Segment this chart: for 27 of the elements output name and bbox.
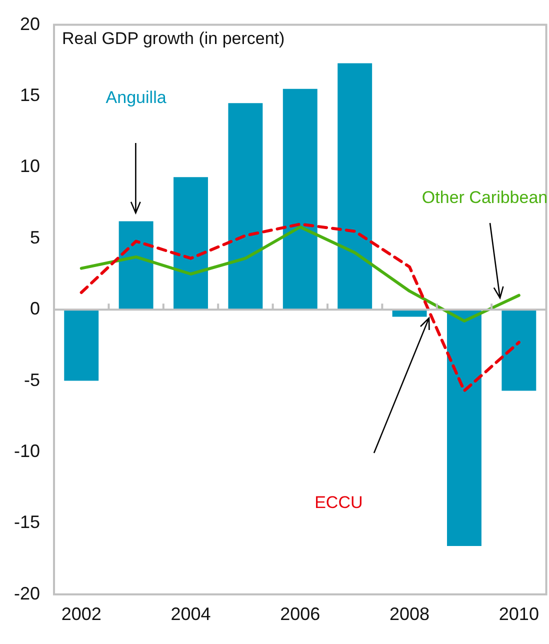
bar xyxy=(502,310,536,391)
line-series xyxy=(80,222,520,392)
text: ECCU xyxy=(314,492,363,512)
bar xyxy=(338,63,372,310)
y-tick-label: -20 xyxy=(14,583,40,604)
bar xyxy=(447,310,482,546)
y-tick-label: 5 xyxy=(30,227,40,248)
x-tick-label: 2004 xyxy=(170,604,211,624)
y-tick-label: -10 xyxy=(14,440,40,461)
x-tick-label: 2008 xyxy=(390,604,430,624)
bar xyxy=(228,103,263,310)
x-tick-label: 2010 xyxy=(498,604,539,624)
y-tick-label: 20 xyxy=(20,14,40,34)
bar xyxy=(118,221,154,310)
text: Other Caribbean xyxy=(422,188,548,208)
bar xyxy=(174,177,208,310)
y-tick-label: 15 xyxy=(20,84,40,105)
chart-title: Real GDP growth (in percent) xyxy=(62,28,285,48)
text: Anguilla xyxy=(106,88,167,107)
x-tick-label: 2006 xyxy=(280,604,320,624)
y-tick-label: 10 xyxy=(20,156,40,176)
x-tick-label: 2002 xyxy=(61,604,102,624)
y-tick-label: -5 xyxy=(24,370,40,390)
y-tick-label: 0 xyxy=(30,298,40,319)
bar xyxy=(64,310,99,381)
bar xyxy=(282,88,318,310)
y-tick-label: -15 xyxy=(14,512,40,532)
